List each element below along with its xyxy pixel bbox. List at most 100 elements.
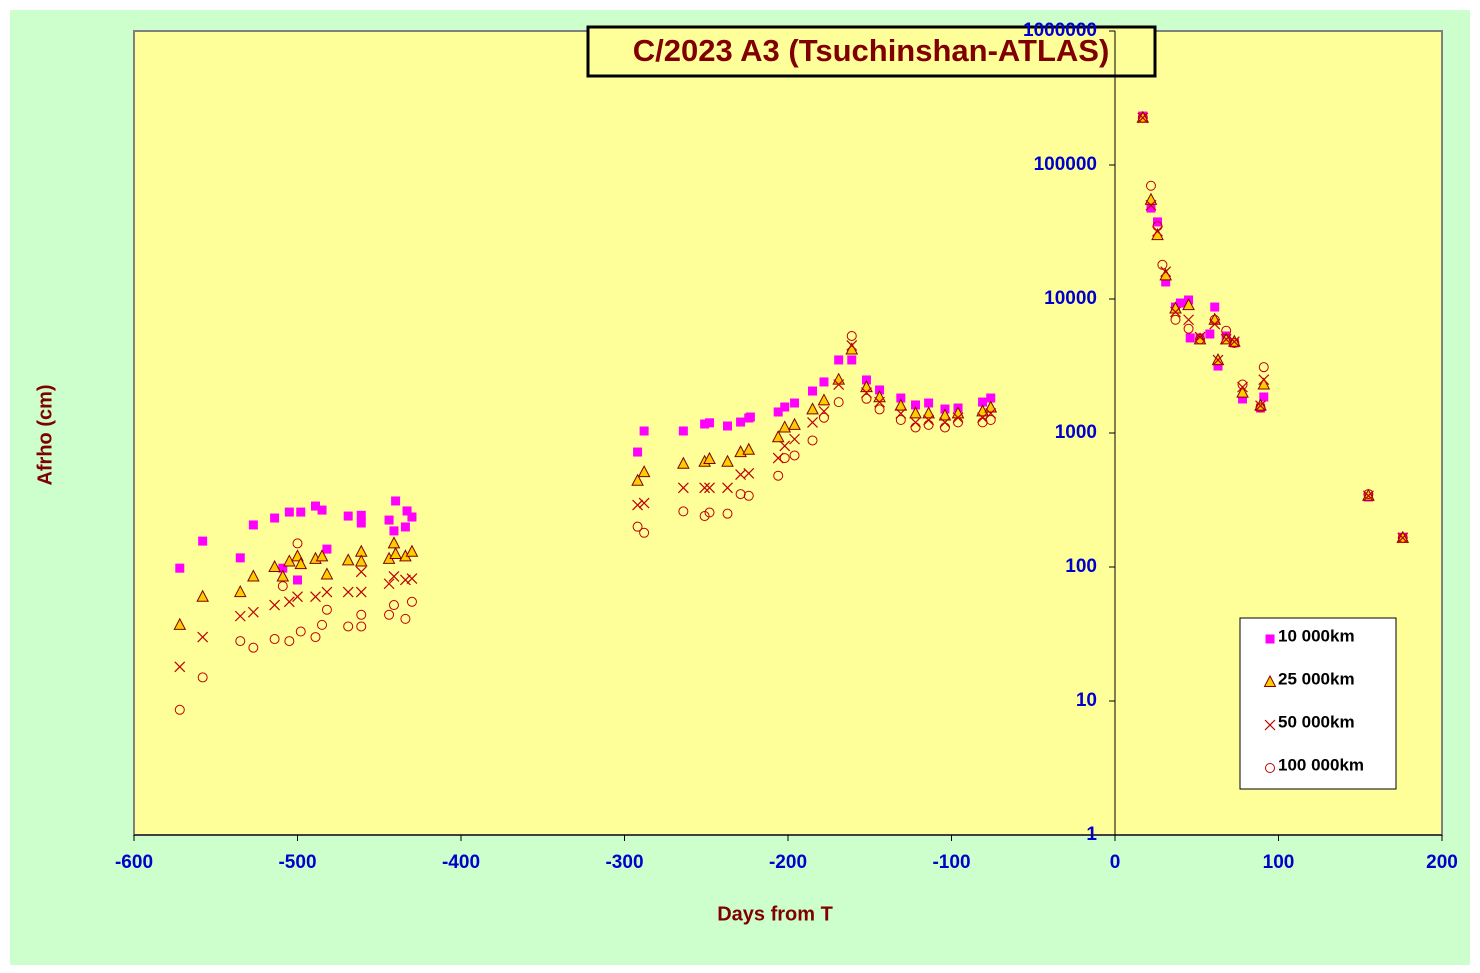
cross-marker (638, 497, 650, 509)
cross-marker (399, 574, 411, 586)
circle-marker (895, 415, 906, 426)
square-marker (175, 563, 185, 573)
square-marker (633, 447, 643, 457)
cross-marker (388, 571, 400, 582)
x-tick-label: -400 (442, 852, 480, 873)
triangle-marker (1263, 674, 1277, 687)
circle-marker (1137, 112, 1148, 123)
cross-marker (1170, 306, 1181, 318)
square-marker (896, 393, 906, 403)
x-tick-label: -300 (605, 852, 643, 873)
square-marker (808, 386, 818, 396)
legend-label: 10 000km (1278, 626, 1355, 645)
triangle-marker (196, 589, 209, 602)
square-marker (1210, 302, 1220, 312)
circle-marker (1229, 337, 1240, 348)
triangle-marker (976, 404, 989, 417)
square-marker (356, 510, 366, 520)
circle-marker (295, 626, 306, 637)
square-marker (639, 426, 649, 436)
circle-marker (910, 422, 921, 433)
cross-marker (846, 340, 858, 351)
legend-label: 25 000km (1278, 669, 1355, 688)
square-marker (343, 511, 353, 521)
circle-marker (818, 412, 829, 423)
circle-marker (284, 636, 295, 647)
circle-marker (388, 600, 399, 611)
triangle-marker (894, 398, 908, 411)
triangle-marker (233, 584, 247, 598)
x-tick-label: -500 (278, 852, 316, 873)
cross-marker (704, 482, 715, 494)
title-box (586, 25, 1157, 78)
square-marker (293, 575, 302, 585)
triangle-marker (817, 393, 831, 406)
circle-marker (861, 393, 872, 404)
triangle-marker (984, 400, 998, 413)
circle-marker (1237, 379, 1248, 390)
cross-marker (939, 416, 951, 428)
circle-marker (1170, 314, 1181, 325)
cross-marker (1145, 199, 1157, 211)
cross-marker (283, 596, 295, 608)
triangle-marker (938, 408, 952, 421)
circle-marker (773, 470, 784, 481)
cross-marker (1264, 719, 1276, 731)
circle-marker (923, 419, 934, 430)
square-marker (1205, 329, 1215, 339)
circle-marker (1157, 259, 1168, 270)
plot-area (133, 30, 1443, 836)
cross-marker (1228, 336, 1240, 348)
cross-marker (247, 606, 259, 618)
triangle-marker (1144, 192, 1158, 205)
square-marker (356, 518, 366, 528)
circle-marker (406, 596, 417, 607)
circle-marker (678, 506, 689, 517)
circle-marker (1152, 221, 1163, 232)
triangle-marker (1236, 385, 1249, 398)
circle-marker (235, 636, 246, 647)
x-tick-label: 200 (1426, 852, 1458, 873)
circle-marker (400, 613, 411, 624)
cross-marker (1212, 354, 1224, 366)
circle-marker (1258, 362, 1269, 373)
square-marker (384, 515, 394, 525)
cross-marker (383, 578, 395, 590)
circle-marker (807, 435, 818, 446)
square-marker (198, 536, 208, 546)
x-tick-label: 100 (1263, 852, 1295, 873)
square-marker (1161, 277, 1171, 287)
circle-marker (1255, 402, 1266, 413)
triangle-marker (1257, 377, 1271, 390)
cross-marker (779, 440, 791, 452)
circle-marker (292, 538, 303, 549)
square-marker (235, 553, 245, 563)
y-tick-label: 1000 (1055, 422, 1097, 443)
square-marker (875, 385, 885, 395)
square-marker (705, 418, 715, 428)
circle-marker (1209, 314, 1220, 325)
triangle-marker (1169, 301, 1182, 314)
triangle-marker (1182, 298, 1195, 311)
square-marker (847, 355, 857, 365)
legend-label: 100 000km (1278, 755, 1364, 774)
triangle-marker (778, 420, 792, 433)
circle-marker (722, 508, 733, 519)
square-marker (700, 419, 710, 429)
triangle-marker (247, 569, 260, 582)
triangle-marker (320, 567, 334, 580)
x-tick-label: -600 (115, 852, 153, 873)
circle-marker (269, 634, 280, 645)
square-marker (834, 355, 844, 365)
legend-label: 50 000km (1278, 712, 1355, 731)
circle-marker (743, 490, 754, 501)
cross-marker (722, 482, 733, 494)
circle-marker (1221, 325, 1232, 336)
triangle-marker (173, 617, 187, 630)
square-marker (1213, 361, 1223, 371)
cross-marker (677, 482, 689, 494)
cross-marker (1194, 331, 1206, 343)
square-marker (986, 393, 996, 403)
square-marker (911, 400, 921, 410)
square-marker (400, 522, 410, 532)
